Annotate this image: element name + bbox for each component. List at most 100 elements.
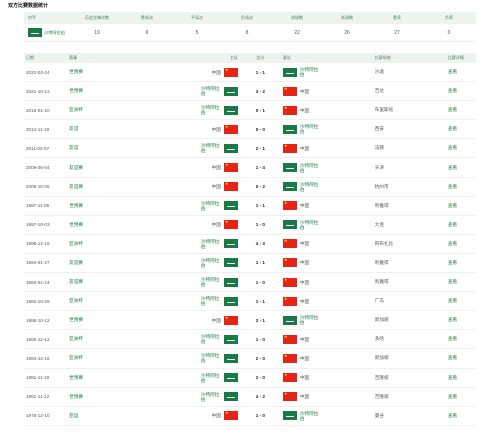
match-details-link[interactable]: 查看 [447,298,458,304]
match-details-link[interactable]: 查看 [447,126,458,132]
away-team-name[interactable]: 中国 [299,203,310,209]
match-competition[interactable]: 亚洲杯 [69,240,83,246]
match-date: 2022-03-24 [26,69,50,75]
home-team-name[interactable]: 中国 [211,69,221,75]
match-details-link[interactable]: 查看 [447,279,458,285]
home-team-name[interactable]: 中国 [211,165,221,171]
home-team-name[interactable]: 中国 [211,317,221,323]
match-competition[interactable]: 世预赛 [69,374,83,380]
home-team-name[interactable]: 中国 [211,413,221,419]
match-details-link[interactable]: 查看 [447,183,458,189]
away-team-name[interactable]: 中国 [299,260,310,266]
home-team-name[interactable]: 沙特阿拉伯 [200,238,220,249]
home-team-name[interactable]: 中国 [211,222,221,228]
match-details-link[interactable]: 查看 [447,317,458,323]
match-details-link[interactable]: 查看 [447,374,458,380]
china-flag-icon [223,219,238,230]
match-score: 1 - 0 [255,413,265,419]
match-details-link[interactable]: 查看 [447,221,458,227]
match-details-link[interactable]: 查看 [447,355,458,361]
home-team-name[interactable]: 沙特阿拉伯 [200,277,220,288]
match-competition[interactable]: 友谊赛 [69,279,83,285]
home-team-name[interactable]: 中国 [211,126,221,132]
match-competition[interactable]: 世预赛 [69,69,83,75]
away-team-name[interactable]: 沙特阿拉伯 [299,219,319,230]
away-team-name[interactable]: 中国 [299,241,310,247]
china-flag-icon [282,143,297,153]
away-team-name[interactable]: 中国 [299,279,310,285]
away-team-name[interactable]: 中国 [299,336,310,342]
match-details-link[interactable]: 查看 [447,336,458,342]
home-team-name[interactable]: 沙特阿拉伯 [200,86,220,97]
match-competition[interactable]: 友谊 [69,145,79,151]
match-competition[interactable]: 世预赛 [69,317,83,323]
summary-header-goals-for: 进球数 [291,15,303,20]
away-team-name[interactable]: 沙特阿拉伯 [299,67,319,78]
match-home: 中国 [172,124,238,134]
match-row: 1984-12-16 亚洲杯 沙特阿拉伯 2 - 0 中国 新加坡 查看 [24,349,476,369]
match-competition[interactable]: 友谊 [69,126,79,132]
home-team-name[interactable]: 沙特阿拉伯 [200,296,220,307]
home-team-name[interactable]: 沙特阿拉伯 [200,257,220,268]
match-competition[interactable]: 友谊赛 [69,183,83,189]
match-date: 1981-11-19 [26,375,50,381]
away-team-name[interactable]: 沙特阿拉伯 [299,124,319,135]
away-team-name[interactable]: 中国 [299,394,310,400]
match-competition[interactable]: 友谊赛 [69,259,83,265]
home-team-name[interactable]: 沙特阿拉伯 [200,353,220,364]
summary-opponent-name[interactable]: 沙特阿拉伯 [44,30,65,35]
match-competition[interactable]: 世预赛 [69,393,83,399]
away-team-name[interactable]: 沙特阿拉伯 [299,315,319,326]
match-competition[interactable]: 亚洲杯 [69,355,83,361]
match-details-link[interactable]: 查看 [447,393,458,399]
match-home: 中国 [172,181,238,192]
home-team-name[interactable]: 沙特阿拉伯 [200,200,220,211]
match-details-link[interactable]: 查看 [447,69,458,75]
away-team-name[interactable]: 中国 [299,88,310,94]
summary-header-losses: 负场次 [241,15,253,20]
match-competition[interactable]: 世预赛 [69,88,83,94]
home-team-name[interactable]: 沙特阿拉伯 [200,372,220,383]
match-away: 中国 [282,277,375,287]
match-row: 2009-06-04 友谊赛 中国 1 - 4 沙特阿拉伯 天津 查看 [24,158,476,178]
home-team-name[interactable]: 沙特阿拉伯 [200,143,220,154]
match-details-link[interactable]: 查看 [447,240,458,246]
home-team-name[interactable]: 沙特阿拉伯 [200,334,220,345]
home-team-name[interactable]: 中国 [211,184,221,190]
match-competition[interactable]: 世预赛 [69,202,83,208]
match-details-link[interactable]: 查看 [447,202,458,208]
away-team-name[interactable]: 中国 [299,107,310,113]
match-away: 中国 [282,372,375,383]
home-team-name[interactable]: 沙特阿拉伯 [200,105,220,116]
away-team-name[interactable]: 中国 [299,375,310,381]
summary-wins-value: 6 [145,29,149,36]
match-date: 2011-02-07 [26,145,50,151]
match-competition[interactable]: 友谊赛 [69,164,83,170]
match-competition[interactable]: 亚洲杯 [69,107,83,113]
match-home: 沙特阿拉伯 [172,258,238,268]
match-details-link[interactable]: 查看 [447,412,458,418]
match-home: 沙特阿拉伯 [172,373,238,383]
match-score: 2 - 0 [255,355,265,361]
match-competition[interactable]: 世预赛 [69,221,83,227]
match-details-link[interactable]: 查看 [447,88,458,94]
match-venue: 沙迦 [374,69,384,75]
away-team-name[interactable]: 沙特阿拉伯 [299,410,319,421]
away-team-name[interactable]: 沙特阿拉伯 [299,162,319,173]
away-team-name[interactable]: 中国 [299,298,310,304]
match-details-link[interactable]: 查看 [447,164,458,170]
match-details-link[interactable]: 查看 [447,145,458,151]
summary-draws-value: 5 [195,29,199,36]
home-team-name[interactable]: 沙特阿拉伯 [200,391,220,402]
match-competition[interactable]: 亚运 [69,412,79,418]
match-venue: 杭州市 [374,183,389,189]
away-team-name[interactable]: 沙特阿拉伯 [299,181,319,192]
match-date: 2012-11-19 [26,126,50,132]
match-details-link[interactable]: 查看 [447,259,458,265]
match-competition[interactable]: 亚洲杯 [69,298,83,304]
match-details-link[interactable]: 查看 [447,107,458,113]
match-competition[interactable]: 亚洲杯 [69,336,83,342]
away-team-name[interactable]: 中国 [299,355,310,361]
away-team-name[interactable]: 中国 [299,145,310,151]
match-score: 1 - 1 [255,69,265,75]
